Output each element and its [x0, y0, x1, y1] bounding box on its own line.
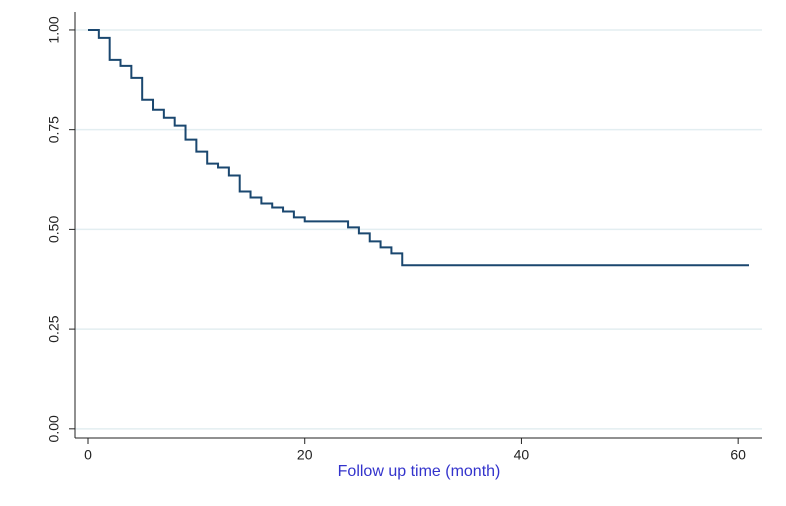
- y-tick-label: 0.75: [46, 116, 62, 143]
- x-tick-label: 20: [297, 447, 313, 463]
- x-tick-label: 0: [84, 447, 92, 463]
- y-tick-label: 0.25: [46, 315, 62, 342]
- x-tick-label: 60: [730, 447, 746, 463]
- y-tick-label: 1.00: [46, 16, 62, 43]
- x-axis-label: Follow up time (month): [338, 463, 501, 480]
- y-tick-label: 0.50: [46, 216, 62, 243]
- x-tick-label: 40: [514, 447, 530, 463]
- y-tick-label: 0.00: [46, 415, 62, 442]
- survival-curve: [88, 28, 749, 267]
